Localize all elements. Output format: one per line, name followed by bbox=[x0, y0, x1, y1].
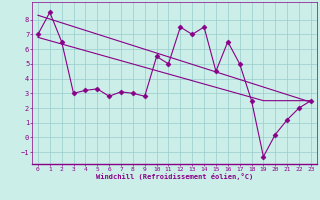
X-axis label: Windchill (Refroidissement éolien,°C): Windchill (Refroidissement éolien,°C) bbox=[96, 173, 253, 180]
